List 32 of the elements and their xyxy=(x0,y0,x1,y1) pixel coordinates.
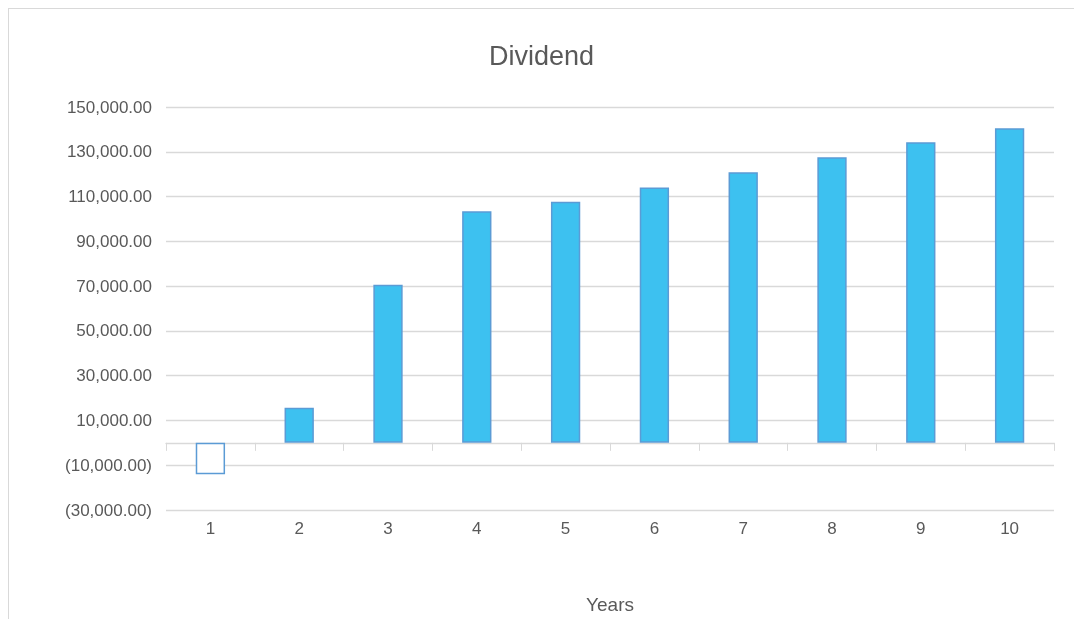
y-tick-label: (30,000.00) xyxy=(65,500,152,520)
chart-title: Dividend xyxy=(488,40,595,71)
bar xyxy=(817,157,847,443)
x-tick-label: 7 xyxy=(738,519,748,538)
x-tick-label: 9 xyxy=(916,519,926,538)
bar xyxy=(639,187,670,443)
y-tick-label: 90,000.00 xyxy=(76,231,152,251)
x-tick-label: 4 xyxy=(472,519,482,538)
bar xyxy=(373,284,403,443)
x-tick-label: 1 xyxy=(205,519,216,538)
bar xyxy=(284,407,314,443)
y-tick-label: 30,000.00 xyxy=(76,366,152,386)
x-tick-label: 5 xyxy=(560,519,571,538)
x-tick-label: 3 xyxy=(383,519,393,538)
y-tick-label: 70,000.00 xyxy=(76,276,152,296)
bar xyxy=(550,201,581,443)
x-tick-label: 10 xyxy=(1000,519,1020,538)
x-axis-title: Years xyxy=(586,594,634,615)
y-tick-label: (10,000.00) xyxy=(65,455,152,475)
y-tick-label: 10,000.00 xyxy=(76,410,152,430)
bar xyxy=(994,128,1025,443)
bar xyxy=(728,172,758,443)
y-tick-label: 110,000.00 xyxy=(68,187,152,207)
x-tick-label: 6 xyxy=(649,519,660,538)
bar xyxy=(462,211,492,443)
bar xyxy=(195,442,226,475)
y-tick-label: 50,000.00 xyxy=(76,321,152,341)
bar xyxy=(906,142,936,443)
y-tick-label: 130,000.00 xyxy=(66,142,152,162)
y-tick-label: 150,000.00 xyxy=(66,97,152,117)
x-tick-label: 8 xyxy=(827,519,837,538)
x-tick-label: 2 xyxy=(294,519,304,538)
